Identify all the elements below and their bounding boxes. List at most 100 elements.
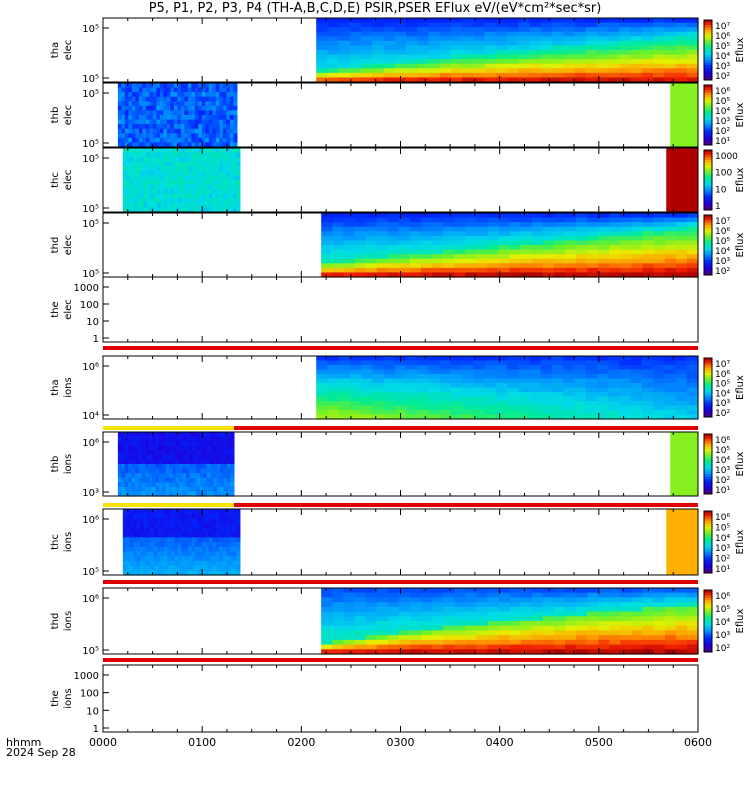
spectrogram-cell xyxy=(498,245,511,251)
spectrogram-cell xyxy=(365,649,378,655)
colorbar-step xyxy=(704,62,712,66)
spectrogram-cell xyxy=(327,36,340,42)
spectrogram-cell xyxy=(417,405,430,411)
spectrogram-cell xyxy=(226,133,231,139)
spectrogram-cell xyxy=(443,240,455,246)
spectrogram-cell xyxy=(576,235,588,242)
spectrogram-cell xyxy=(170,87,175,93)
spectrogram-cell xyxy=(587,616,599,622)
panel-ylabel-probe: tha xyxy=(50,379,61,395)
spectrogram-cell xyxy=(574,356,587,362)
spectrogram-cell xyxy=(133,527,138,534)
spectrogram-cell xyxy=(126,157,131,163)
spectrogram-cell xyxy=(195,509,200,515)
spectrogram-cell xyxy=(675,401,688,407)
spectrogram-cell xyxy=(172,482,177,488)
spectrogram-cell xyxy=(175,464,180,470)
colorbar-tick-label: 10⁷ xyxy=(715,360,730,370)
spectrogram-cell xyxy=(361,54,373,60)
spectrogram-cell xyxy=(196,445,201,451)
spectrogram-cell xyxy=(177,198,182,204)
spectrogram-cell xyxy=(343,592,356,599)
spectrogram-cell xyxy=(213,454,218,461)
spectrogram-cell xyxy=(361,40,373,47)
spectrogram-cell xyxy=(177,560,182,567)
spectrogram-cell xyxy=(199,464,204,470)
spectrogram-cell xyxy=(167,565,172,571)
spectrogram-cell xyxy=(332,235,344,242)
spectrogram-cell xyxy=(454,597,466,603)
spectrogram-cell xyxy=(498,263,511,269)
spectrogram-cell xyxy=(332,611,344,617)
spectrogram-cell xyxy=(233,110,238,116)
spectrogram-cell xyxy=(117,482,122,488)
spectrogram-cell xyxy=(222,532,227,538)
spectrogram-cell xyxy=(653,392,665,398)
spectrogram-cell xyxy=(686,72,699,79)
panel-ylabel-species: elec xyxy=(63,40,74,61)
spectrogram-cell xyxy=(166,115,171,121)
spectrogram-cell xyxy=(133,170,138,177)
spectrogram-cell xyxy=(487,639,500,646)
spectrogram-cell xyxy=(675,387,688,393)
spectrogram-cell xyxy=(128,83,133,89)
spectrogram-cell xyxy=(128,142,133,148)
spectrogram-cell xyxy=(664,50,677,56)
spectrogram-cell xyxy=(212,119,217,125)
spectrogram-cell xyxy=(465,245,477,251)
ytick-label: 10⁵ xyxy=(82,204,99,215)
spectrogram-cell xyxy=(675,235,688,242)
spectrogram-cell xyxy=(229,152,234,158)
spectrogram-cell xyxy=(540,405,553,411)
spectrogram-cell xyxy=(686,649,699,655)
spectrogram-cell xyxy=(198,193,203,199)
spectrogram-cell xyxy=(212,87,217,93)
spectrogram-cell xyxy=(164,170,169,177)
spectrogram-cell xyxy=(473,356,486,362)
spectrogram-cell xyxy=(165,432,170,438)
spectrogram-cell xyxy=(420,649,433,655)
spectrogram-cell xyxy=(160,527,165,534)
spectrogram-cell xyxy=(148,441,153,447)
spectrogram-cell xyxy=(177,193,182,199)
spectrogram-cell xyxy=(664,396,677,402)
spectrogram-cell xyxy=(172,436,177,442)
spectrogram-cell xyxy=(174,202,179,209)
spectrogram-cell xyxy=(465,611,477,617)
spectrogram-cell xyxy=(174,570,179,576)
spectrogram-cell xyxy=(531,272,544,278)
spectrogram-cell xyxy=(529,45,542,51)
spectrogram-cell xyxy=(135,96,140,102)
spectrogram-cell xyxy=(620,635,633,641)
spectrogram-cell xyxy=(192,486,197,493)
spectrogram-cell xyxy=(343,263,356,269)
spectrogram-cell xyxy=(159,137,164,144)
spectrogram-cell xyxy=(553,231,566,237)
colorbar-step xyxy=(704,623,712,627)
spectrogram-cell xyxy=(201,518,207,524)
spectrogram-cell xyxy=(484,59,497,65)
spectrogram-cell xyxy=(222,83,227,89)
spectrogram-cell xyxy=(596,360,609,366)
spectrogram-cell xyxy=(140,202,145,209)
spectrogram-cell xyxy=(454,222,466,228)
spectrogram-cell xyxy=(149,101,154,107)
spectrogram-cell xyxy=(398,639,411,646)
spectrogram-cell xyxy=(409,231,422,237)
spectrogram-cell xyxy=(630,356,643,362)
spectrogram-cell xyxy=(609,272,622,278)
spectrogram-cell xyxy=(361,31,373,37)
spectrogram-cell xyxy=(619,40,632,47)
spectrogram-cell xyxy=(136,166,141,172)
spectrogram-cell xyxy=(563,369,576,375)
spectrogram-cell xyxy=(205,161,210,167)
spectrogram-cell xyxy=(394,68,407,74)
spectrogram-cell xyxy=(215,513,220,520)
spectrogram-cell xyxy=(518,387,531,393)
spectrogram-cell xyxy=(495,40,508,47)
spectrogram-cell xyxy=(518,360,531,366)
spectrogram-cell xyxy=(596,45,609,51)
spectrogram-cell xyxy=(376,635,389,641)
spectrogram-cell xyxy=(208,198,213,204)
spectrogram-cell xyxy=(167,532,172,538)
